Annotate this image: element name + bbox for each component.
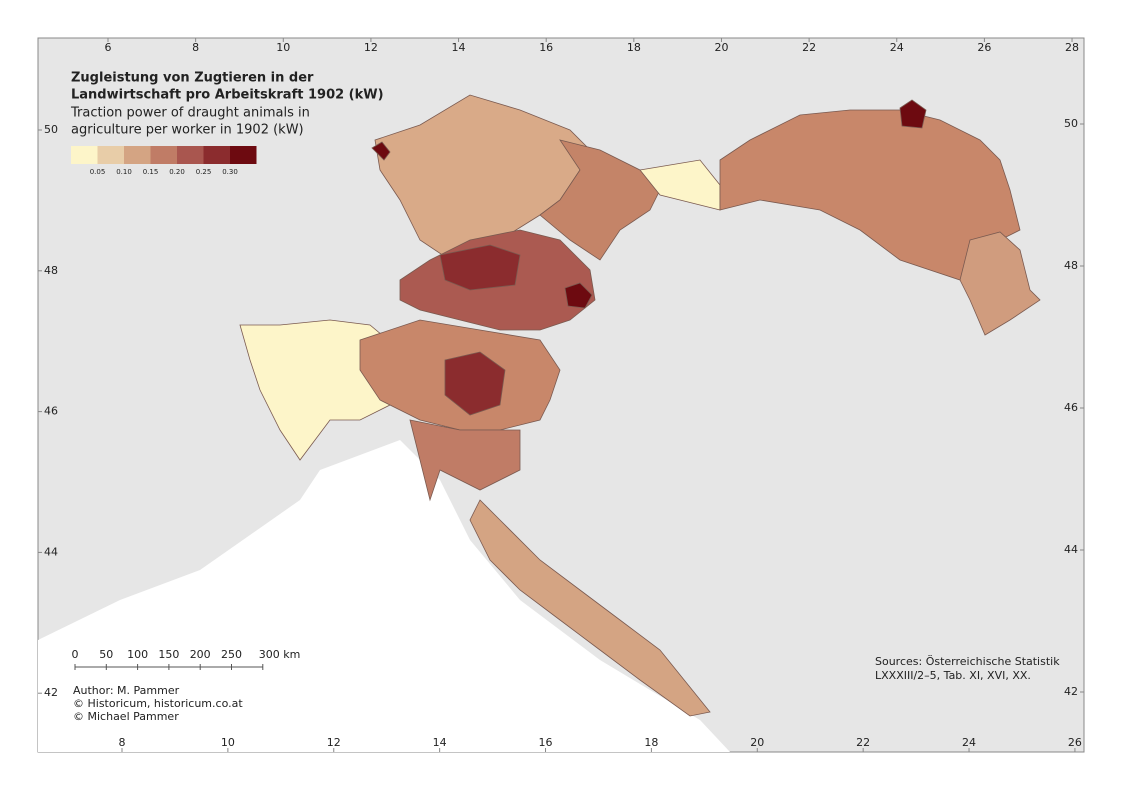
legend-label: 0.10 [116,168,132,176]
tick-label: 28 [1065,41,1079,54]
legend-swatch [71,146,98,164]
tick-label: 42 [1064,685,1078,698]
scale-label: 0 [72,648,79,661]
tick-label: 12 [327,736,341,749]
tick-label: 14 [433,736,447,749]
tick-label: 8 [119,736,126,749]
tick-label: 16 [539,736,553,749]
legend-swatch [230,146,257,164]
tick-label: 16 [539,41,553,54]
region [439,244,521,291]
scale-label: 250 [221,648,242,661]
source: LXXXIII/2–5, Tab. XI, XVI, XX. [875,669,1031,682]
region [469,499,711,717]
tick-label: 44 [44,545,58,558]
tick-label: 18 [644,736,658,749]
region [409,419,521,502]
tick-label: 14 [452,41,466,54]
tick-label: 24 [890,41,904,54]
tick-label: 46 [44,405,58,418]
tick-label: 18 [627,41,641,54]
scale-label: 300 km [259,648,301,661]
tick-label: 42 [44,686,58,699]
regions [239,94,1041,717]
tick-label: 48 [1064,259,1078,272]
region [539,139,661,261]
credit: © Michael Pammer [73,710,179,723]
credit: Author: M. Pammer [73,684,180,697]
subtitle-line: Traction power of draught animals in [70,106,310,121]
credit: © Historicum, historicum.co.at [73,697,243,710]
tick-label: 12 [364,41,378,54]
tick-label: 24 [962,736,976,749]
credits: Author: M. Pammer © Historicum, historic… [73,655,1060,723]
tick-label: 10 [221,736,235,749]
title-line: Landwirtschaft pro Arbeitskraft 1902 (kW… [71,88,384,103]
tick-label: 50 [1064,117,1078,130]
tick-label: 8 [192,41,199,54]
tick-label: 20 [714,41,728,54]
legend-swatch [124,146,151,164]
legend-swatch [97,146,124,164]
legend-swatch [177,146,204,164]
source: Sources: Österreichische Statistik [875,655,1060,668]
scale-label: 150 [158,648,179,661]
region [959,231,1041,336]
tick-label: 48 [44,264,58,277]
legend-label: 0.15 [143,168,159,176]
legend-label: 0.20 [169,168,185,176]
scale-label: 100 [127,648,148,661]
tick-label: 26 [1068,736,1082,749]
legend-label: 0.05 [90,168,106,176]
tick-label: 22 [802,41,816,54]
legend-label: 0.30 [222,168,238,176]
tick-label: 26 [977,41,991,54]
scale-label: 50 [99,648,113,661]
region [899,99,927,129]
legend-swatch [150,146,177,164]
tick-label: 20 [750,736,764,749]
region [371,141,391,161]
region [719,109,1021,281]
tick-label: 50 [44,123,58,136]
tick-label: 10 [276,41,290,54]
legend-label: 0.25 [196,168,212,176]
tick-label: 6 [105,41,112,54]
tick-label: 46 [1064,401,1078,414]
region [444,351,506,416]
subtitle-line: agriculture per worker in 1902 (kW) [71,123,304,138]
region [564,282,593,309]
sea [38,440,730,752]
title: Zugleistung von Zugtieren in der Landwir… [70,71,384,138]
title-line: Zugleistung von Zugtieren in der [71,71,314,86]
tick-label: 22 [856,736,870,749]
tick-label: 44 [1064,543,1078,556]
scale-label: 200 [190,648,211,661]
legend-swatch [203,146,230,164]
